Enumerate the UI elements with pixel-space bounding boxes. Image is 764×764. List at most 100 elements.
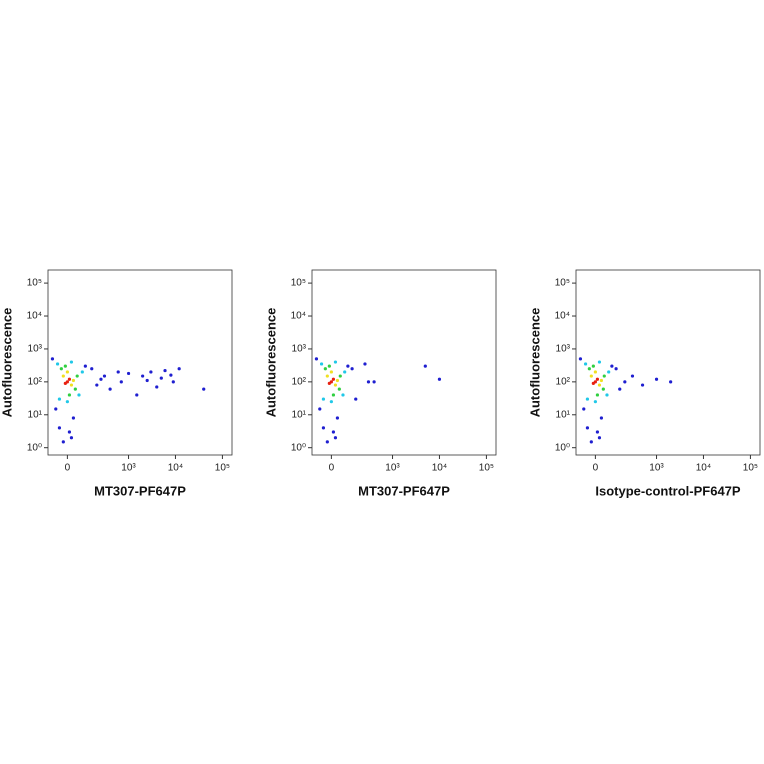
event-dot bbox=[155, 385, 159, 389]
event-dot bbox=[321, 426, 326, 430]
event-dot bbox=[50, 357, 55, 361]
event-dot bbox=[599, 416, 604, 420]
event-dot bbox=[80, 370, 84, 374]
event-dot bbox=[329, 370, 333, 374]
x-tick-label: 10³ bbox=[385, 463, 400, 474]
y-tick-label: 10⁴ bbox=[291, 311, 306, 322]
event-dot bbox=[67, 377, 72, 381]
event-dot bbox=[597, 436, 602, 440]
event-dot bbox=[333, 383, 338, 387]
x-tick-label: 10⁵ bbox=[479, 463, 494, 474]
event-dot bbox=[90, 367, 94, 371]
x-axis-title: MT307-PF647P bbox=[94, 483, 186, 498]
y-tick-label: 10¹ bbox=[292, 409, 307, 420]
event-dot bbox=[346, 364, 350, 368]
event-dot bbox=[67, 430, 72, 434]
event-dot bbox=[354, 397, 358, 401]
event-dot bbox=[599, 378, 604, 383]
event-dot bbox=[595, 393, 600, 397]
event-dot bbox=[618, 387, 622, 391]
event-dot bbox=[341, 393, 345, 397]
event-dot bbox=[57, 426, 62, 430]
y-tick-label: 10³ bbox=[292, 344, 307, 355]
y-tick-label: 10² bbox=[556, 376, 571, 387]
event-dot bbox=[323, 367, 327, 371]
plot-frame bbox=[311, 269, 497, 456]
plot-frame bbox=[47, 269, 233, 456]
event-dot bbox=[71, 378, 76, 383]
event-dot bbox=[319, 362, 324, 366]
y-axis-title: Autofluorescence bbox=[263, 308, 278, 418]
event-dot bbox=[591, 364, 595, 368]
y-tick-label: 10² bbox=[292, 376, 307, 387]
event-dot bbox=[171, 380, 175, 384]
event-dot bbox=[337, 387, 341, 391]
y-tick-label: 10⁴ bbox=[27, 311, 42, 322]
y-tick-label: 10⁰ bbox=[291, 442, 306, 453]
event-dot bbox=[593, 370, 597, 374]
x-axis-title: MT307-PF647P bbox=[358, 483, 450, 498]
event-dot bbox=[163, 368, 167, 373]
y-tick-label: 10³ bbox=[556, 344, 571, 355]
event-dot bbox=[177, 367, 181, 371]
x-tick-label: 10³ bbox=[121, 463, 136, 474]
event-dot bbox=[423, 364, 427, 368]
event-dot bbox=[61, 440, 65, 444]
event-dot bbox=[314, 357, 319, 361]
event-dot bbox=[607, 370, 611, 374]
event-dot bbox=[366, 380, 371, 384]
event-dot bbox=[640, 383, 645, 387]
event-dot bbox=[610, 364, 614, 368]
event-dot bbox=[63, 381, 67, 385]
x-tick-label: 10⁵ bbox=[743, 463, 758, 474]
event-dot bbox=[333, 360, 338, 364]
event-dot bbox=[437, 377, 442, 381]
event-dot bbox=[630, 374, 635, 378]
event-dot bbox=[102, 374, 107, 378]
event-dot bbox=[54, 407, 58, 411]
event-dot bbox=[325, 440, 329, 444]
event-dot bbox=[578, 357, 583, 361]
event-dot bbox=[372, 380, 376, 384]
event-dot bbox=[55, 362, 60, 366]
y-tick-label: 10¹ bbox=[28, 409, 43, 420]
event-dot bbox=[597, 360, 602, 364]
event-dot bbox=[69, 360, 74, 364]
y-tick-label: 10⁵ bbox=[291, 278, 306, 289]
event-dot bbox=[343, 370, 347, 374]
event-dot bbox=[589, 440, 593, 444]
event-dot bbox=[591, 381, 595, 385]
event-dot bbox=[159, 376, 163, 380]
event-dot bbox=[350, 367, 354, 371]
event-dot bbox=[593, 400, 597, 404]
x-tick-label: 10⁴ bbox=[432, 463, 447, 474]
event-dot bbox=[69, 436, 74, 440]
x-axis-title: Isotype-control-PF647P bbox=[595, 483, 741, 498]
event-dot bbox=[116, 370, 120, 374]
event-dot bbox=[602, 374, 606, 378]
x-tick-label: 10³ bbox=[649, 463, 664, 474]
event-dot bbox=[108, 387, 112, 391]
event-dot bbox=[57, 397, 62, 401]
y-tick-label: 10³ bbox=[28, 344, 43, 355]
x-tick-label: 10⁴ bbox=[696, 463, 711, 474]
event-dot bbox=[99, 377, 103, 381]
event-dot bbox=[135, 393, 139, 397]
event-dot bbox=[145, 378, 149, 383]
event-dot bbox=[77, 393, 81, 397]
event-dot bbox=[363, 362, 367, 366]
x-tick-label: 10⁴ bbox=[168, 463, 183, 474]
event-dot bbox=[583, 362, 588, 366]
event-dot bbox=[149, 370, 153, 374]
y-tick-label: 10⁵ bbox=[555, 278, 570, 289]
event-dot bbox=[331, 377, 336, 381]
event-dot bbox=[61, 374, 65, 378]
y-tick-label: 10⁴ bbox=[555, 311, 570, 322]
event-dot bbox=[327, 381, 331, 385]
event-dot bbox=[335, 378, 340, 383]
event-dot bbox=[95, 383, 99, 387]
event-dot bbox=[589, 374, 593, 378]
event-dot bbox=[71, 416, 76, 420]
event-dot bbox=[67, 393, 72, 397]
